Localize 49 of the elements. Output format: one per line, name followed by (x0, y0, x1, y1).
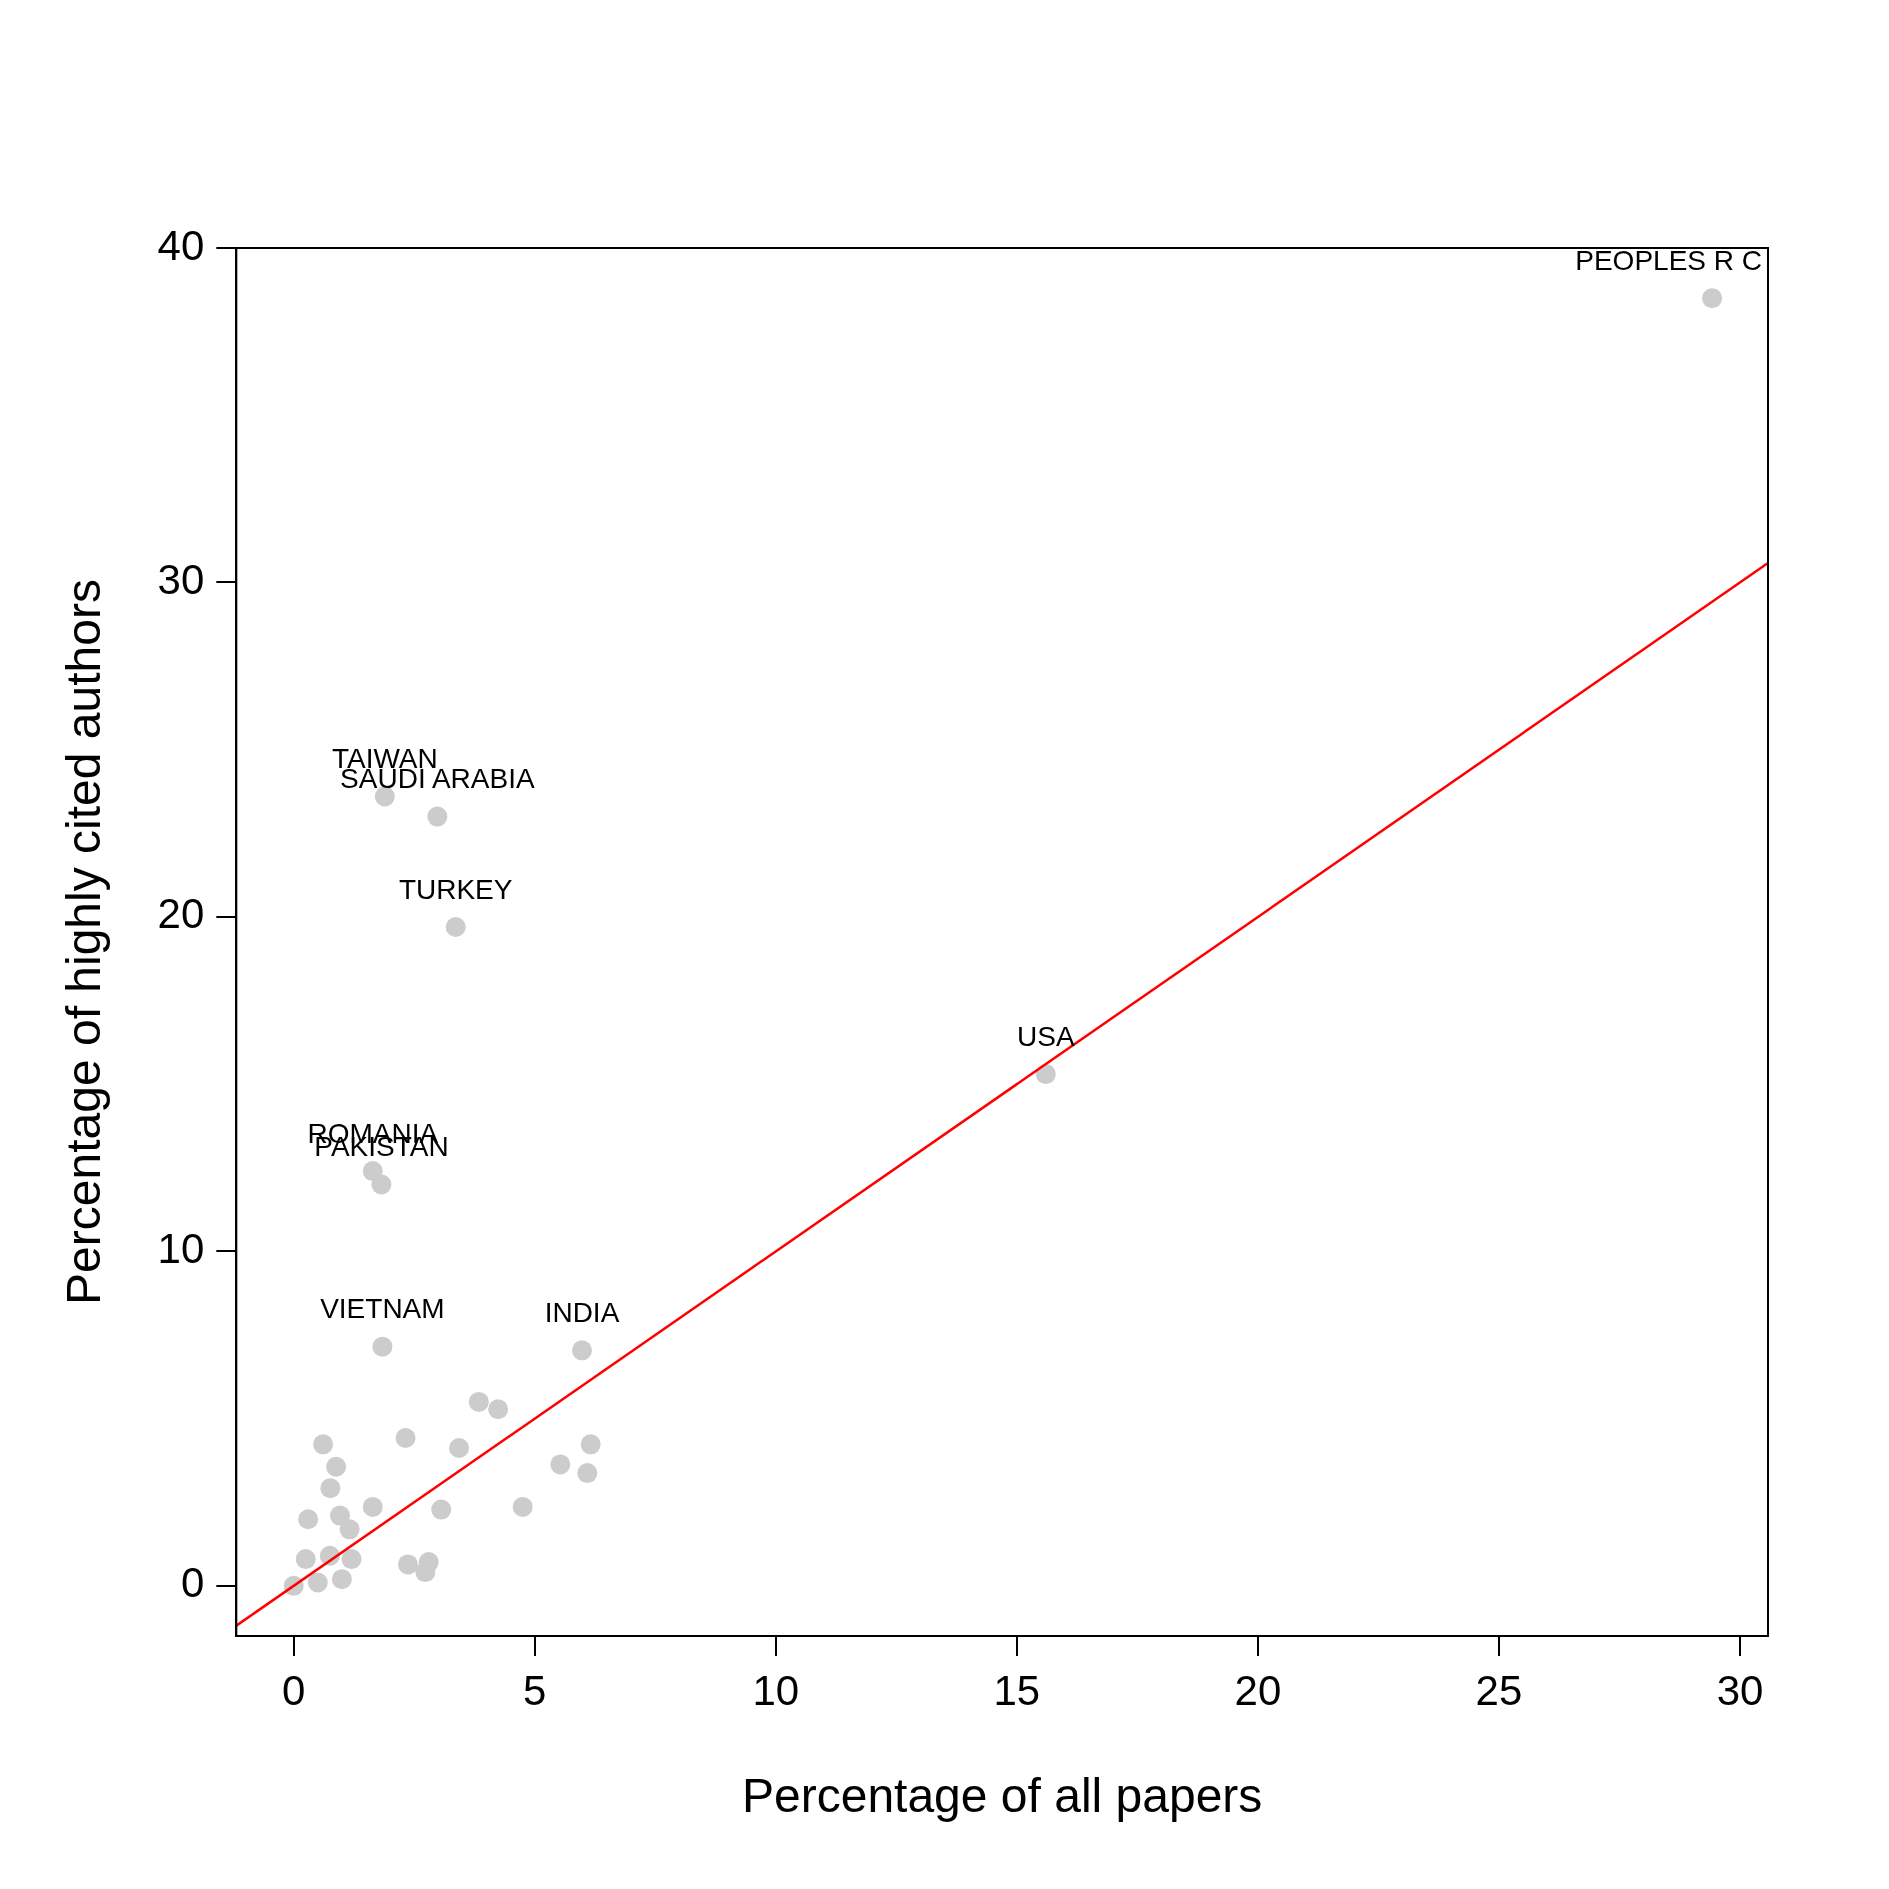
x-axis-title: Percentage of all papers (741, 1769, 1263, 1823)
point (374, 786, 395, 807)
point (298, 1509, 319, 1530)
x-tick-label: 0 (282, 1666, 306, 1714)
y-tick-label: 20 (157, 890, 205, 938)
x-tick-label: 25 (1475, 1666, 1523, 1714)
point (397, 1554, 418, 1575)
x-tick-label: 15 (993, 1666, 1041, 1714)
point (295, 1549, 316, 1570)
point (550, 1454, 571, 1475)
y-tick-label: 10 (157, 1224, 205, 1272)
point (395, 1428, 416, 1448)
point (331, 1569, 352, 1590)
point (415, 1562, 436, 1583)
annotation: PEOPLES R C (1575, 244, 1762, 276)
point (512, 1496, 533, 1517)
point (577, 1463, 598, 1484)
point (449, 1438, 470, 1459)
point (1702, 288, 1723, 309)
annotation: VIETNAM (320, 1293, 445, 1325)
point (371, 1174, 392, 1195)
point (362, 1496, 383, 1517)
y-axis-title: Percentage of highly cited authors (57, 579, 111, 1305)
point (329, 1505, 350, 1526)
x-tick-label: 30 (1716, 1666, 1764, 1714)
annotation: TURKEY (398, 873, 513, 905)
point (427, 806, 448, 827)
annotation: USA (1017, 1020, 1075, 1052)
point (313, 1434, 334, 1455)
point (468, 1391, 489, 1412)
y-tick-label: 30 (157, 556, 205, 604)
point (445, 916, 466, 937)
annotation: INDIA (544, 1297, 620, 1329)
point (320, 1478, 341, 1499)
y-tick-label: 0 (180, 1559, 205, 1607)
point (307, 1572, 328, 1593)
point (326, 1456, 347, 1477)
point (339, 1519, 360, 1540)
x-tick-label: 20 (1234, 1666, 1282, 1714)
point (431, 1499, 452, 1520)
x-tick-label: 5 (523, 1666, 547, 1714)
point (571, 1340, 592, 1361)
point (341, 1549, 362, 1570)
point (580, 1434, 601, 1455)
point (1035, 1064, 1056, 1085)
x-tick-label: 10 (752, 1666, 800, 1714)
y-tick-label: 40 (157, 221, 205, 269)
point (488, 1399, 509, 1420)
point (372, 1336, 393, 1357)
